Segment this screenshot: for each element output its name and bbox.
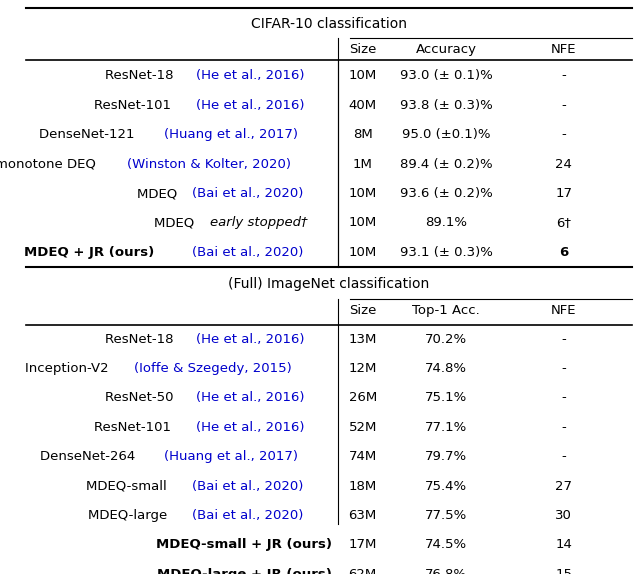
Text: 1M: 1M [353, 158, 373, 170]
Text: 79.7%: 79.7% [425, 450, 467, 463]
Text: MDEQ-large: MDEQ-large [88, 509, 172, 522]
Text: 26M: 26M [348, 391, 377, 405]
Text: 93.0 (± 0.1)%: 93.0 (± 0.1)% [400, 69, 493, 83]
Text: 10M: 10M [348, 216, 377, 230]
Text: 17M: 17M [348, 538, 377, 552]
Text: (Bai et al., 2020): (Bai et al., 2020) [193, 246, 304, 259]
Text: MDEQ-small: MDEQ-small [86, 480, 171, 492]
Text: 75.1%: 75.1% [425, 391, 468, 405]
Text: 74.5%: 74.5% [425, 538, 467, 552]
Text: (He et al., 2016): (He et al., 2016) [196, 69, 304, 83]
Text: (He et al., 2016): (He et al., 2016) [196, 391, 304, 405]
Text: 13M: 13M [348, 333, 377, 346]
Text: -: - [561, 362, 566, 375]
Text: 15: 15 [555, 568, 572, 574]
Text: 8M: 8M [353, 128, 373, 141]
Text: 70.2%: 70.2% [425, 333, 467, 346]
Text: CIFAR-10 classification: CIFAR-10 classification [251, 17, 406, 31]
Text: ResNet-101: ResNet-101 [94, 421, 175, 434]
Text: 12M: 12M [348, 362, 377, 375]
Text: -: - [561, 99, 566, 112]
Text: Size: Size [349, 304, 376, 317]
Text: Accuracy: Accuracy [416, 43, 477, 56]
Text: 10M: 10M [348, 246, 377, 259]
Text: -: - [561, 450, 566, 463]
Text: 10M: 10M [348, 69, 377, 83]
Text: MDEQ-small + JR (ours): MDEQ-small + JR (ours) [156, 538, 332, 552]
Text: DenseNet-264: DenseNet-264 [40, 450, 139, 463]
Text: DenseNet-121: DenseNet-121 [40, 128, 139, 141]
Text: 18M: 18M [348, 480, 377, 492]
Text: 76.8%: 76.8% [426, 568, 467, 574]
Text: -: - [561, 128, 566, 141]
Text: monotone DEQ: monotone DEQ [0, 158, 100, 170]
Text: 75.4%: 75.4% [425, 480, 467, 492]
Text: 14: 14 [555, 538, 572, 552]
Text: (He et al., 2016): (He et al., 2016) [196, 421, 304, 434]
Text: 89.1%: 89.1% [426, 216, 467, 230]
Text: early stopped†: early stopped† [210, 216, 308, 230]
Text: 74.8%: 74.8% [426, 362, 467, 375]
Text: (Bai et al., 2020): (Bai et al., 2020) [193, 509, 304, 522]
Text: 74M: 74M [348, 450, 377, 463]
Text: (He et al., 2016): (He et al., 2016) [196, 333, 304, 346]
Text: -: - [561, 69, 566, 83]
Text: Size: Size [349, 43, 376, 56]
Text: NFE: NFE [551, 304, 577, 317]
Text: (Full) ImageNet classification: (Full) ImageNet classification [228, 277, 429, 291]
Text: 89.4 (± 0.2)%: 89.4 (± 0.2)% [400, 158, 493, 170]
Text: ResNet-101: ResNet-101 [94, 99, 175, 112]
Text: 95.0 (±0.1)%: 95.0 (±0.1)% [402, 128, 491, 141]
Text: 93.8 (± 0.3)%: 93.8 (± 0.3)% [400, 99, 493, 112]
Text: 93.1 (± 0.3)%: 93.1 (± 0.3)% [400, 246, 493, 259]
Text: 62M: 62M [348, 568, 377, 574]
Text: -: - [561, 421, 566, 434]
Text: 63M: 63M [348, 509, 377, 522]
Text: MDEQ-large + JR (ours): MDEQ-large + JR (ours) [157, 568, 332, 574]
Text: 30: 30 [555, 509, 572, 522]
Text: 24: 24 [555, 158, 572, 170]
Text: MDEQ + JR (ours): MDEQ + JR (ours) [24, 246, 159, 259]
Text: (Bai et al., 2020): (Bai et al., 2020) [193, 187, 304, 200]
Text: (Winston & Kolter, 2020): (Winston & Kolter, 2020) [126, 158, 291, 170]
Text: (Ioffe & Szegedy, 2015): (Ioffe & Szegedy, 2015) [135, 362, 292, 375]
Text: 77.1%: 77.1% [425, 421, 468, 434]
Text: (He et al., 2016): (He et al., 2016) [196, 99, 304, 112]
Text: 6: 6 [559, 246, 568, 259]
Text: (Huang et al., 2017): (Huang et al., 2017) [164, 128, 298, 141]
Text: (Huang et al., 2017): (Huang et al., 2017) [164, 450, 298, 463]
Text: MDEQ: MDEQ [154, 216, 198, 230]
Text: 17: 17 [555, 187, 572, 200]
Text: 40M: 40M [349, 99, 377, 112]
Text: (Bai et al., 2020): (Bai et al., 2020) [193, 480, 304, 492]
Text: ResNet-18: ResNet-18 [105, 333, 178, 346]
Text: -: - [561, 391, 566, 405]
Text: ResNet-50: ResNet-50 [105, 391, 178, 405]
Text: 6†: 6† [556, 216, 571, 230]
Text: Inception-V2: Inception-V2 [24, 362, 112, 375]
Text: ResNet-18: ResNet-18 [105, 69, 178, 83]
Text: 27: 27 [555, 480, 572, 492]
Text: 10M: 10M [348, 187, 377, 200]
Text: MDEQ: MDEQ [137, 187, 181, 200]
Text: 93.6 (± 0.2)%: 93.6 (± 0.2)% [400, 187, 493, 200]
Text: Top-1 Acc.: Top-1 Acc. [412, 304, 480, 317]
Text: -: - [561, 333, 566, 346]
Text: NFE: NFE [551, 43, 577, 56]
Text: 52M: 52M [348, 421, 377, 434]
Text: 77.5%: 77.5% [425, 509, 468, 522]
